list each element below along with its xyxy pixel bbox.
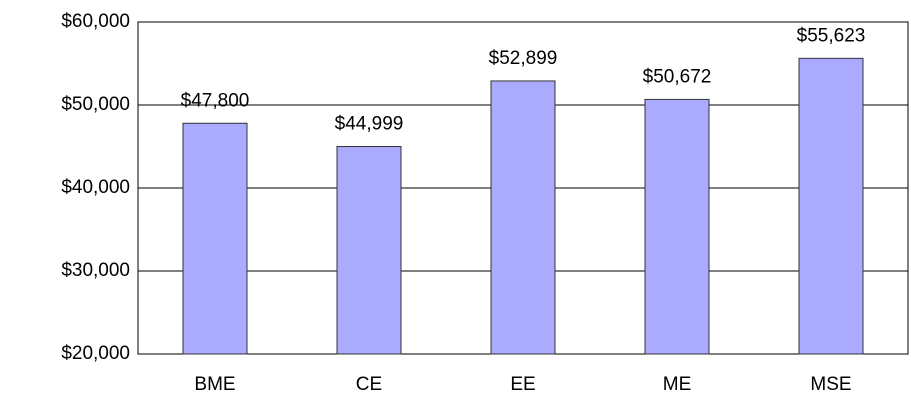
value-label: $52,899 xyxy=(489,48,558,69)
bar xyxy=(182,122,248,355)
x-tick-label: MSE xyxy=(810,374,851,395)
bar xyxy=(336,146,402,355)
value-label: $55,623 xyxy=(797,25,866,46)
y-tick-label: $30,000 xyxy=(61,260,130,281)
x-tick-label: ME xyxy=(663,374,692,395)
value-label: $47,800 xyxy=(181,90,250,111)
bar xyxy=(644,98,710,355)
x-tick-label: EE xyxy=(510,374,535,395)
value-label: $44,999 xyxy=(335,114,404,135)
y-tick-label: $50,000 xyxy=(61,94,130,115)
bar xyxy=(490,80,556,355)
y-tick-label: $20,000 xyxy=(61,343,130,364)
y-tick-label: $40,000 xyxy=(61,177,130,198)
x-tick-label: BME xyxy=(194,374,235,395)
x-tick-label: CE xyxy=(356,374,382,395)
y-tick-label: $60,000 xyxy=(61,11,130,32)
value-label: $50,672 xyxy=(643,66,712,87)
bar xyxy=(798,57,864,355)
